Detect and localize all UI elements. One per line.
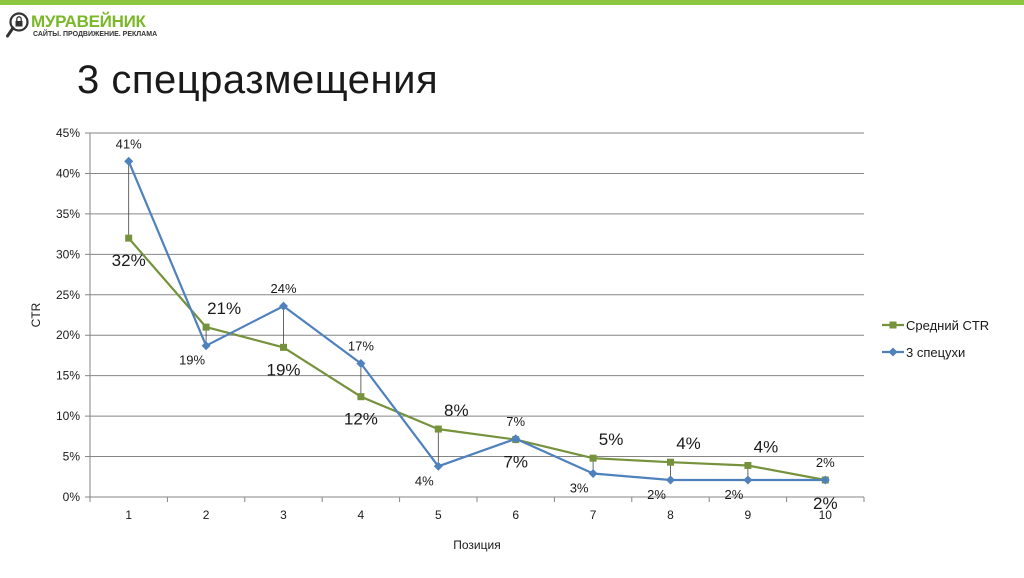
spec-ctr-data-label: 2% <box>647 487 666 502</box>
x-tick-label: 10 <box>819 508 833 522</box>
avg-ctr-point <box>280 343 287 351</box>
x-tick-label: 8 <box>667 508 674 522</box>
avg-ctr-point <box>744 461 752 469</box>
y-tick-label: 20% <box>56 328 80 342</box>
avg-ctr-point <box>125 234 133 242</box>
avg-ctr-point <box>589 454 597 462</box>
avg-ctr-data-label: 12% <box>344 410 378 429</box>
x-tick-label: 1 <box>125 508 132 522</box>
company-logo: МУРАВЕЙНИК САЙТЫ. ПРОДВИЖЕНИЕ. РЕКЛАМА <box>6 11 166 43</box>
y-tick-label: 45% <box>56 126 80 140</box>
spec-ctr-point <box>743 475 753 485</box>
spec-ctr-point <box>433 461 443 471</box>
x-tick-label: 7 <box>590 508 597 522</box>
spec-ctr-point <box>356 359 366 369</box>
avg-ctr-data-label: 19% <box>266 360 300 379</box>
spec-ctr-data-label: 19% <box>179 353 205 368</box>
spec-ctr-data-label: 24% <box>270 281 296 296</box>
logo-name: МУРАВЕЙНИК <box>31 12 146 31</box>
avg-ctr-data-label: 4% <box>676 434 701 453</box>
avg-ctr-legend-label: Средний CTR <box>906 318 989 333</box>
logo-tagline: САЙТЫ. ПРОДВИЖЕНИЕ. РЕКЛАМА <box>33 31 158 38</box>
spec-ctr-data-label: 2% <box>725 487 744 502</box>
avg-ctr-data-label: 4% <box>754 437 779 456</box>
spec-ctr-data-label: 17% <box>348 339 374 354</box>
x-tick-label: 4 <box>358 508 365 522</box>
y-tick-label: 0% <box>63 490 81 504</box>
spec-ctr-point <box>820 475 830 485</box>
spec-ctr-point <box>201 341 211 351</box>
x-tick-label: 2 <box>203 508 210 522</box>
avg-ctr-data-label: 7% <box>503 453 528 472</box>
y-axis-title: CTR <box>29 302 43 327</box>
avg-ctr-point <box>202 323 210 331</box>
y-tick-label: 5% <box>63 450 81 464</box>
y-tick-label: 10% <box>56 409 80 423</box>
avg-ctr-data-label: 21% <box>207 299 241 318</box>
avg-ctr-point <box>667 458 674 466</box>
x-tick-label: 3 <box>280 508 287 522</box>
avg-ctr-data-label: 5% <box>599 430 624 449</box>
y-tick-label: 35% <box>56 207 80 221</box>
x-axis-title: Позиция <box>453 538 500 552</box>
spec-ctr-point <box>511 434 521 444</box>
magnifier-lock-icon <box>6 12 29 38</box>
spec-ctr-data-label: 7% <box>506 414 525 429</box>
y-tick-label: 25% <box>56 288 80 302</box>
x-tick-label: 5 <box>435 508 442 522</box>
avg-ctr-legend-marker <box>889 321 897 329</box>
x-tick-label: 6 <box>512 508 519 522</box>
avg-ctr-data-label: 8% <box>444 401 469 420</box>
avg-ctr-point <box>357 393 365 401</box>
spec-ctr-legend-label: 3 спецухи <box>906 345 965 360</box>
spec-ctr-data-label: 2% <box>816 455 835 470</box>
spec-ctr-point <box>124 156 134 166</box>
avg-ctr-point <box>434 425 442 433</box>
spec-ctr-point <box>666 475 675 485</box>
spec-ctr-data-label: 41% <box>116 136 142 151</box>
avg-ctr-line <box>127 237 826 482</box>
spec-ctr-data-label: 4% <box>415 473 434 488</box>
slide-title: 3 спецразмещения <box>77 58 439 102</box>
avg-ctr-data-label: 2% <box>813 494 838 513</box>
avg-ctr-data-label: 32% <box>112 251 146 270</box>
y-tick-label: 15% <box>56 369 80 383</box>
y-tick-label: 40% <box>56 166 80 180</box>
y-tick-label: 30% <box>56 247 80 261</box>
top-accent-bar <box>0 0 1024 5</box>
spec-ctr-point <box>588 469 598 479</box>
spec-ctr-point <box>279 301 288 311</box>
spec-ctr-legend-marker <box>888 347 898 357</box>
spec-ctr-data-label: 3% <box>570 481 589 496</box>
spec-ctr-line <box>127 160 826 482</box>
x-tick-label: 9 <box>745 508 752 522</box>
